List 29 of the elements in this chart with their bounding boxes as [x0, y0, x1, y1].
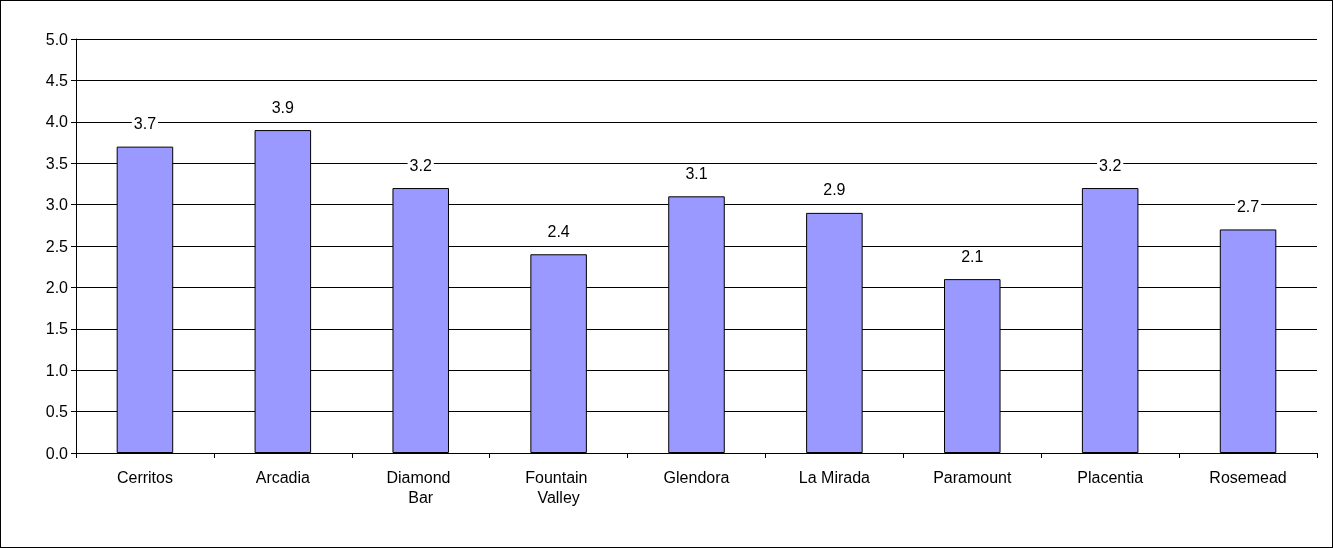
- data-label: 3.1: [685, 164, 708, 182]
- y-tick-label: 1.0: [45, 361, 69, 379]
- data-label: 3.2: [1099, 156, 1122, 174]
- data-label: 3.9: [271, 98, 295, 116]
- y-tick-label: 4.5: [45, 71, 69, 89]
- y-tick-label: 1.5: [45, 320, 69, 338]
- data-label: 2.1: [961, 247, 984, 265]
- data-label: 2.9: [823, 181, 846, 199]
- y-tick-label: 5.0: [45, 30, 69, 48]
- x-tick-label: Arcadia: [255, 468, 311, 486]
- x-tick-label: La Mirada: [798, 468, 871, 486]
- x-tick-label: Paramount: [933, 468, 1012, 486]
- x-tick-label: Fountain Valley: [525, 468, 592, 506]
- data-label: 2.7: [1236, 197, 1260, 215]
- x-tick-label: Glendora: [663, 468, 730, 486]
- y-tick-label: 2.5: [45, 237, 69, 255]
- y-tick-label: 4.0: [45, 113, 69, 131]
- x-tick-label: Cerritos: [116, 468, 173, 486]
- y-tick-label: 0.5: [45, 403, 69, 421]
- data-label: 2.4: [547, 222, 570, 240]
- data-label: 3.2: [409, 156, 432, 174]
- x-tick-label: Diamond Bar: [386, 468, 455, 506]
- y-tick-label: 0.0: [45, 444, 69, 462]
- x-tick-label: Rosemead: [1209, 468, 1287, 486]
- data-label: 3.7: [133, 115, 157, 133]
- x-tick-label: Placentia: [1077, 468, 1144, 486]
- y-tick-label: 2.0: [45, 278, 69, 296]
- y-tick-label: 3.5: [45, 154, 69, 172]
- y-tick-label: 3.0: [45, 196, 69, 214]
